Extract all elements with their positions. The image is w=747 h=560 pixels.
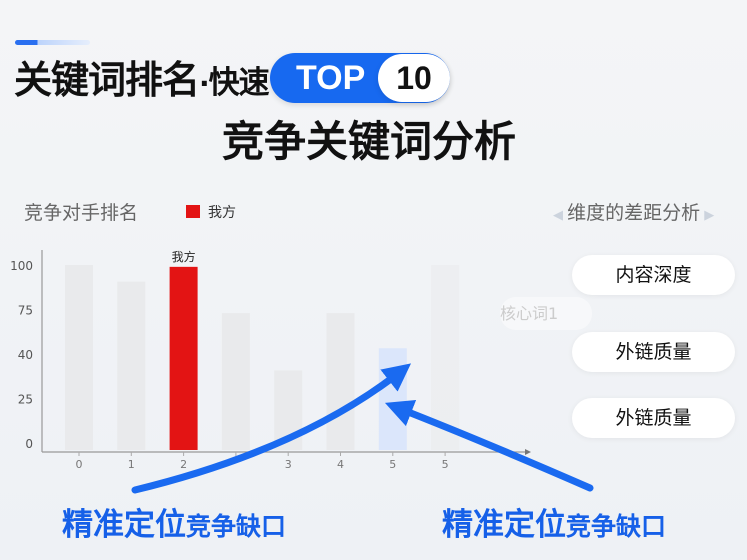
legend-swatch [186,205,200,218]
title-main: 关键词排名 [14,58,200,102]
x-tick-label: 4 [337,458,344,471]
footer-left-big: 精准定位 [62,507,186,543]
chevron-left-icon: ◀ [553,208,568,223]
y-tick-label: 0 [25,437,33,451]
y-tick-label: 75 [18,304,33,318]
arrow-right-icon [384,400,594,492]
footer-left-small: 竞争缺口 [186,512,287,541]
footer-right-small: 竞争缺口 [566,512,667,541]
bar [326,313,355,450]
top-badge-text: TOP [296,59,366,97]
accent-bar [15,40,90,45]
x-tick-label: 0 [76,458,83,471]
x-tick-label: 5 [389,458,396,471]
keyword-pill: 核心词1 [500,297,592,330]
y-tick-label: 40 [18,348,33,362]
dimension-item: 内容深度 [572,255,735,295]
x-tick-label: 2 [180,458,187,471]
bar-gap [378,348,407,450]
chart-title: 竞争对手排名 [24,202,139,224]
legend-label: 我方 [208,205,236,221]
subtitle: 竞争关键词分析 [222,117,517,166]
top-number-badge [378,54,450,102]
y-tick-label: 100 [10,259,33,273]
y-tick-label: 25 [18,393,33,407]
dimension-item: 外链质量 [572,332,735,372]
title-dot: · [199,67,210,100]
title-fast: 快速 [208,65,270,101]
bar-label: 我方 [172,249,196,264]
bar [431,265,460,450]
bar-highlight [169,266,198,450]
bar [65,265,93,450]
x-tick-label: 1 [128,458,135,471]
chevron-right-icon: ▶ [700,208,715,223]
footer-right-big: 精准定位 [442,507,566,543]
dimension-title: ◀ 维度的差距分析 ▶ [553,198,714,225]
x-tick-label: 3 [285,458,292,471]
page-title: 关键词排名·快速 [14,55,270,109]
dimension-title-text: 维度的差距分析 [567,202,701,224]
arrow-left-icon [131,363,412,494]
x-tick-label: 5 [442,458,449,471]
dimension-item: 外链质量 [572,398,735,438]
x-axis-arrow-icon [525,449,531,455]
bar [117,281,146,450]
bar [221,313,250,450]
top-number-text: 10 [396,60,432,96]
footer-left: 精准定位竞争缺口 [62,500,286,555]
footer-right: 精准定位竞争缺口 [442,500,666,555]
